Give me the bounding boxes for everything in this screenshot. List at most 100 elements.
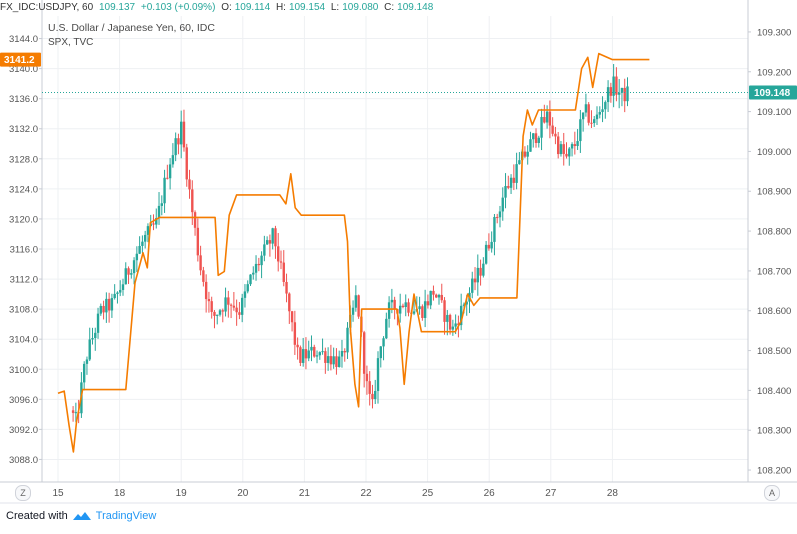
left-tick-label: 3104.0 [9, 335, 38, 346]
candle-body [498, 211, 502, 218]
tradingview-brand[interactable]: TradingView [95, 510, 157, 522]
candle-body [71, 410, 75, 413]
candle-body [105, 298, 108, 313]
candle-body [387, 302, 391, 319]
candle-body [315, 355, 319, 357]
candle-body [509, 177, 513, 188]
candle-body [304, 349, 308, 359]
candle-body [459, 305, 463, 326]
candle-body [321, 351, 324, 353]
candle-body [254, 263, 258, 273]
candle-body [343, 350, 346, 353]
candle-body [268, 240, 272, 244]
candle-body [390, 299, 394, 303]
candle-body [518, 160, 521, 165]
left-tick-label: 3132.0 [9, 124, 38, 135]
right-tick-label: 109.000 [757, 147, 791, 158]
candle-body [473, 278, 477, 283]
candle-body [207, 299, 211, 302]
candle-body [132, 260, 136, 274]
candle-body [371, 393, 374, 400]
x-tick-label: 22 [360, 488, 372, 499]
scale-z-button[interactable]: Z [15, 485, 31, 501]
left-tick-label: 3136.0 [9, 94, 38, 105]
usdjpy-candles [71, 64, 629, 424]
symbol-header: FX_IDC:USDJPY, 60 109.137 +0.103 (+0.09%… [0, 0, 436, 16]
candle-body [288, 293, 291, 312]
candle-body [240, 297, 244, 315]
candle-body [163, 177, 166, 204]
right-tick-label: 108.900 [757, 187, 791, 198]
candle-body [465, 301, 468, 305]
candle-body [451, 326, 455, 330]
candle-body [617, 92, 621, 95]
candle-body [124, 268, 127, 285]
candle-body [127, 268, 130, 275]
candle-body [570, 144, 574, 149]
candle-body [398, 305, 402, 314]
candle-body [407, 302, 410, 313]
candle-body [296, 344, 299, 348]
candle-body [507, 186, 510, 188]
right-tick-label: 109.100 [757, 107, 791, 118]
low-label: L: [330, 2, 340, 13]
candle-body [601, 109, 604, 113]
candle-body [113, 293, 116, 299]
candle-body [612, 76, 615, 96]
candle-body [213, 311, 216, 316]
candle-body [243, 291, 247, 298]
candle-body [515, 164, 518, 183]
candle-body [238, 312, 241, 315]
candle-body [246, 284, 249, 292]
left-tick-label: 3144.0 [9, 34, 38, 45]
right-tick-label: 108.700 [757, 266, 791, 277]
candle-body [579, 119, 582, 142]
candle-body [412, 311, 416, 314]
candle-body [385, 318, 388, 339]
candle-body [252, 272, 255, 275]
candle-body [476, 267, 480, 283]
candle-body [155, 218, 158, 225]
candle-body [484, 244, 488, 264]
candle-body [216, 314, 219, 316]
candle-body [487, 244, 491, 249]
candle-body [146, 226, 150, 235]
left-tick-label: 3100.0 [9, 365, 38, 376]
left-last-price-badge [0, 52, 41, 67]
candle-body [529, 139, 532, 152]
candle-body [265, 240, 269, 245]
candle-body [435, 294, 438, 298]
candle-body [263, 244, 266, 256]
spx-line [57, 52, 650, 453]
candle-body [568, 148, 571, 157]
candle-body [152, 223, 155, 225]
candle-body [332, 356, 335, 365]
candle-body [290, 311, 294, 323]
candle-body [440, 294, 443, 301]
scale-auto-button[interactable]: A [764, 485, 780, 501]
candle-body [102, 305, 105, 313]
candle-body [532, 133, 535, 140]
candle-body [282, 262, 285, 282]
candle-body [94, 332, 97, 339]
symbol-name[interactable]: FX_IDC:USDJPY, 60 [0, 2, 94, 13]
footer-branding: Created with TradingView [6, 506, 156, 526]
candle-body [501, 197, 504, 212]
candle-body [365, 373, 369, 382]
candle-body [512, 177, 516, 183]
last-price: 109.137 [98, 2, 136, 13]
candle-body [626, 86, 629, 102]
candle-body [232, 305, 236, 308]
candle-body [185, 147, 188, 180]
right-tick-label: 109.200 [757, 67, 791, 78]
candle-body [193, 212, 197, 228]
candle-body [199, 255, 202, 271]
candle-body [604, 102, 607, 110]
x-tick-label: 18 [114, 488, 126, 499]
candle-body [202, 270, 205, 282]
candle-body [121, 284, 125, 290]
candle-body [74, 412, 78, 414]
candle-body [504, 186, 507, 198]
